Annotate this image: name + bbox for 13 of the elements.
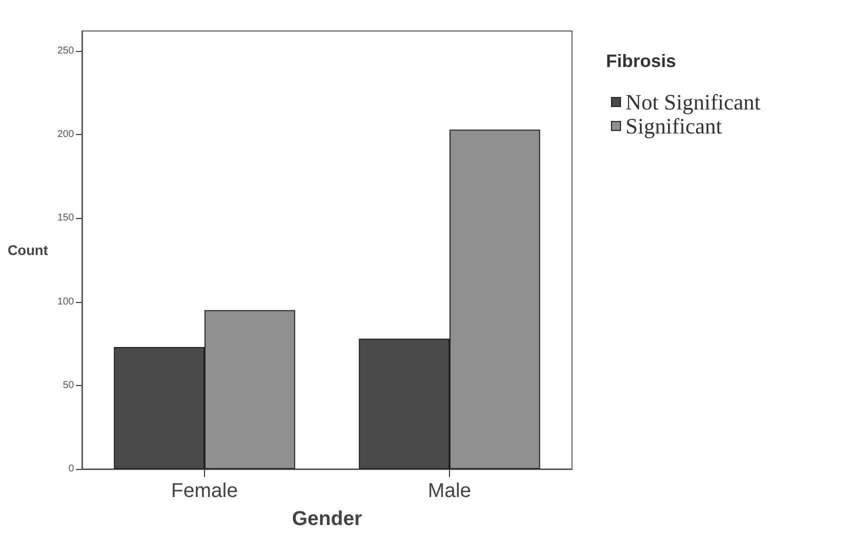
y-tick-label: 50 [62,380,74,391]
y-tick-label: 150 [57,212,74,224]
legend-label: Significant [626,114,722,138]
legend-label: Not Significant [626,90,761,114]
y-tick-label: 200 [57,129,74,140]
x-tick-label: Male [428,480,472,502]
y-tick-label: 0 [68,464,74,474]
y-tick-label: 100 [57,296,74,308]
legend-title: Fibrosis [606,51,676,71]
y-tick-label: 250 [57,46,74,57]
x-axis-title: Gender [292,508,362,530]
y-axis-title: Count [8,242,48,258]
x-tick-label: Female [171,480,238,502]
